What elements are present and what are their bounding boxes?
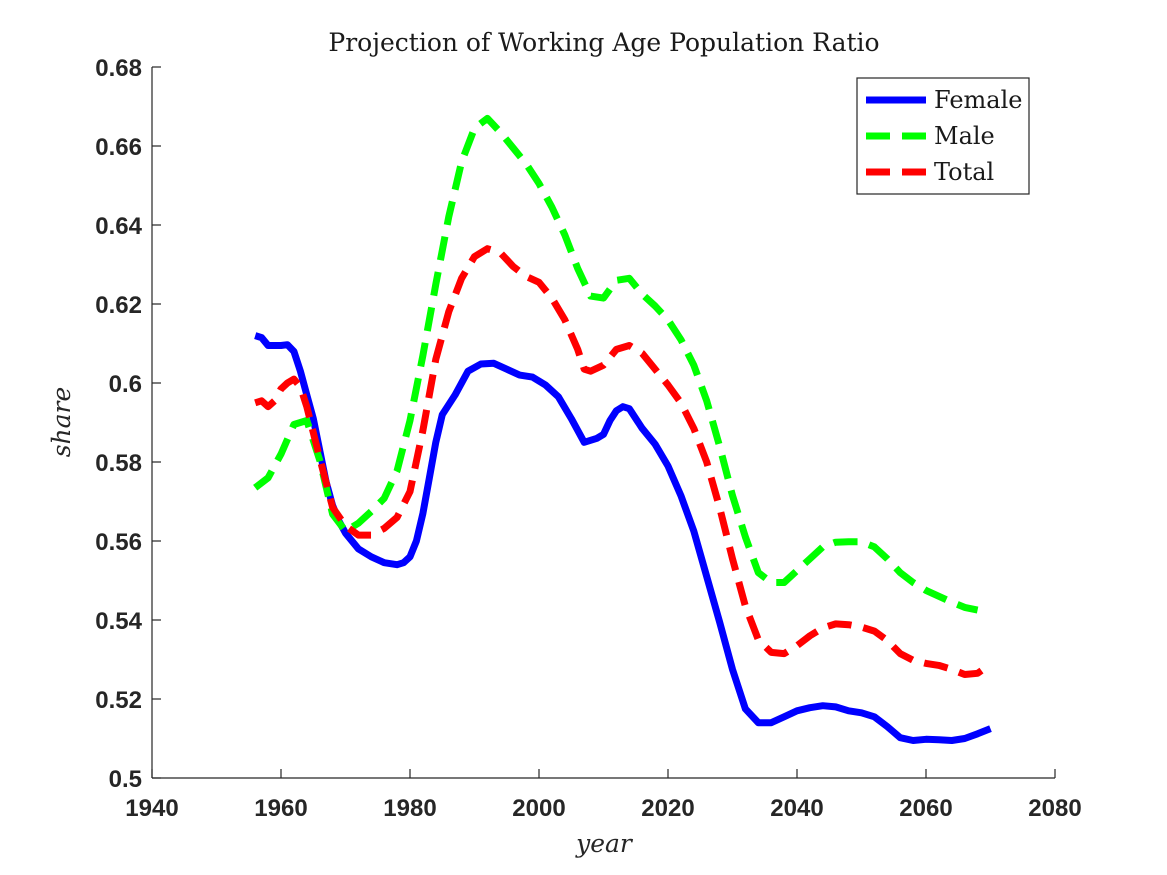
legend-label-female: Female	[934, 86, 1023, 114]
y-tick-label: 0.54	[95, 608, 142, 635]
y-tick-label: 0.62	[95, 292, 142, 319]
y-tick-label: 0.68	[95, 55, 142, 82]
x-ticks: 1940 1960 1980 2000 2020 2040 2060 2080	[125, 769, 1082, 822]
series-layer	[253, 114, 993, 744]
y-tick-label: 0.56	[95, 529, 142, 556]
x-tick-label: 2080	[1028, 795, 1081, 822]
x-axis-label: year	[575, 829, 634, 858]
y-tick-label: 0.52	[95, 687, 142, 714]
x-tick-label: 2000	[512, 795, 565, 822]
x-tick-label: 1980	[383, 795, 436, 822]
x-tick-label: 2040	[770, 795, 823, 822]
y-tick-label: 0.5	[109, 766, 142, 793]
legend-label-total: Total	[934, 158, 994, 186]
y-tick-label: 0.6	[109, 371, 142, 398]
x-tick-label: 2020	[641, 795, 694, 822]
y-axis-label: share	[47, 387, 76, 458]
axes	[151, 67, 1055, 779]
y-tick-label: 0.64	[95, 213, 142, 240]
x-tick-label: 1940	[125, 795, 178, 822]
x-tick-label: 1960	[254, 795, 307, 822]
y-tick-label: 0.66	[95, 134, 142, 161]
chart-title: Projection of Working Age Population Rat…	[328, 28, 879, 57]
series-line-male	[253, 114, 979, 614]
x-tick-label: 2060	[899, 795, 952, 822]
legend-label-male: Male	[934, 122, 995, 150]
legend: Female Male Total	[856, 77, 1030, 195]
y-ticks: 0.5 0.52 0.54 0.56 0.58 0.6 0.62 0.64 0.66 0.68	[95, 55, 161, 793]
y-tick-label: 0.58	[95, 450, 142, 477]
series-line-total	[254, 245, 993, 678]
series-line-female	[254, 332, 992, 744]
